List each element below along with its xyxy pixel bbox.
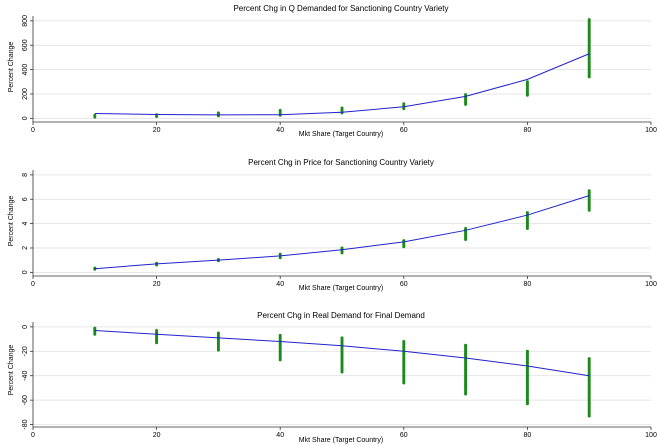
panel-2-x-tick-label: 100 <box>645 281 657 288</box>
panel-1-data-point <box>525 93 529 97</box>
panel-3-x-tick-label: 80 <box>524 432 532 439</box>
panel-1-plot: 0 200 400 600 800 0 20 40 60 80 100 <box>22 15 657 134</box>
panel-3-y-tick-label: -20 <box>22 346 29 356</box>
panel-2-data-point <box>587 208 591 212</box>
panel-3-data-point <box>93 332 97 336</box>
panel-1-x-tick-label: 20 <box>153 127 161 134</box>
panel-3-y-tick-label: -60 <box>22 395 29 405</box>
panel-3-data-point <box>587 414 591 418</box>
panel-2-data-point <box>340 251 344 255</box>
panel-3-data-point <box>464 392 468 396</box>
panel-2-x-tick-label: 60 <box>400 281 408 288</box>
panel-3-x-tick-label: 40 <box>276 432 284 439</box>
panel-3-data-point <box>402 381 406 385</box>
panel-1-fit-line <box>94 53 590 116</box>
panel-3-y-axis-label: Percent Change <box>8 345 15 396</box>
panel-real-demand: Percent Chg in Real Demand for Final Dem… <box>8 311 657 444</box>
panel-2-y-tick-label: 0 <box>22 270 29 274</box>
panel-3-x-tick-label: 20 <box>153 432 161 439</box>
panel-3-data-point <box>216 348 220 352</box>
panel-2-data-point <box>278 256 282 260</box>
panel-1-y-tick-label: 400 <box>22 64 29 76</box>
panel-1-data-point <box>155 115 159 119</box>
panel-3-data-point <box>155 341 159 345</box>
panel-1-x-tick-label: 60 <box>400 127 408 134</box>
panel-3-data-point <box>340 370 344 374</box>
panel-2-title: Percent Chg in Price for Sanctioning Cou… <box>248 158 434 167</box>
panel-3-x-tick-label: 0 <box>31 432 35 439</box>
panel-2-x-axis-label: Mkt Share (Target Country) <box>299 285 383 292</box>
panel-1-data-point <box>587 75 591 79</box>
panel-3-y-tick-label: -80 <box>22 419 29 429</box>
panel-q-demanded: Percent Chg in Q Demanded for Sanctionin… <box>8 4 657 138</box>
panel-2-data-point <box>464 237 468 241</box>
panel-2-x-tick-label: 80 <box>524 281 532 288</box>
panel-1-data-point <box>464 102 468 106</box>
panel-1-y-axis-label: Percent Change <box>8 42 15 93</box>
panel-3-x-tick-label: 60 <box>400 432 408 439</box>
panel-1-x-tick-label: 0 <box>31 127 35 134</box>
panel-price: Percent Chg in Price for Sanctioning Cou… <box>8 158 657 292</box>
panel-3-y-tick-label: 0 <box>22 325 29 329</box>
panel-2-fit-line <box>94 195 590 270</box>
panel-1-y-tick-label: 800 <box>22 15 29 27</box>
panel-2-y-axis-label: Percent Change <box>8 196 15 247</box>
panel-1-y-tick-label: 0 <box>22 116 29 120</box>
panel-1-y-tick-label: 200 <box>22 88 29 100</box>
panel-1-data-point <box>93 115 97 119</box>
panel-2-x-tick-label: 20 <box>153 281 161 288</box>
panel-2-data-point <box>525 226 529 230</box>
panel-1-x-tick-label: 40 <box>276 127 284 134</box>
panel-1-x-tick-label: 100 <box>645 127 657 134</box>
panel-2-y-tick-label: 6 <box>22 197 29 201</box>
panel-3-x-tick-label: 100 <box>645 432 657 439</box>
panel-2-data-point <box>402 245 406 249</box>
panel-1-x-tick-label: 80 <box>524 127 532 134</box>
panel-1-data-point <box>402 107 406 111</box>
panel-3-plot: 0-20-40-60-800 20 40 60 80 100 <box>22 322 657 439</box>
panel-2-x-tick-label: 40 <box>276 281 284 288</box>
panel-2-y-tick-label: 2 <box>22 246 29 250</box>
panel-2-y-tick-label: 4 <box>22 222 29 226</box>
panel-3-y-tick-label: -40 <box>22 371 29 381</box>
panel-3-data-point <box>278 358 282 362</box>
panel-1-y-tick-label: 600 <box>22 39 29 51</box>
panel-3-x-axis-label: Mkt Share (Target Country) <box>299 437 383 444</box>
panel-3-data-point <box>525 402 529 406</box>
panel-1-x-axis-label: Mkt Share (Target Country) <box>299 131 383 138</box>
panel-2-y-tick-label: 8 <box>22 173 29 177</box>
panel-1-title: Percent Chg in Q Demanded for Sanctionin… <box>233 4 448 13</box>
panel-2-x-tick-label: 0 <box>31 281 35 288</box>
panel-3-fit-line <box>94 330 590 377</box>
panel-3-title: Percent Chg in Real Demand for Final Dem… <box>257 311 425 320</box>
